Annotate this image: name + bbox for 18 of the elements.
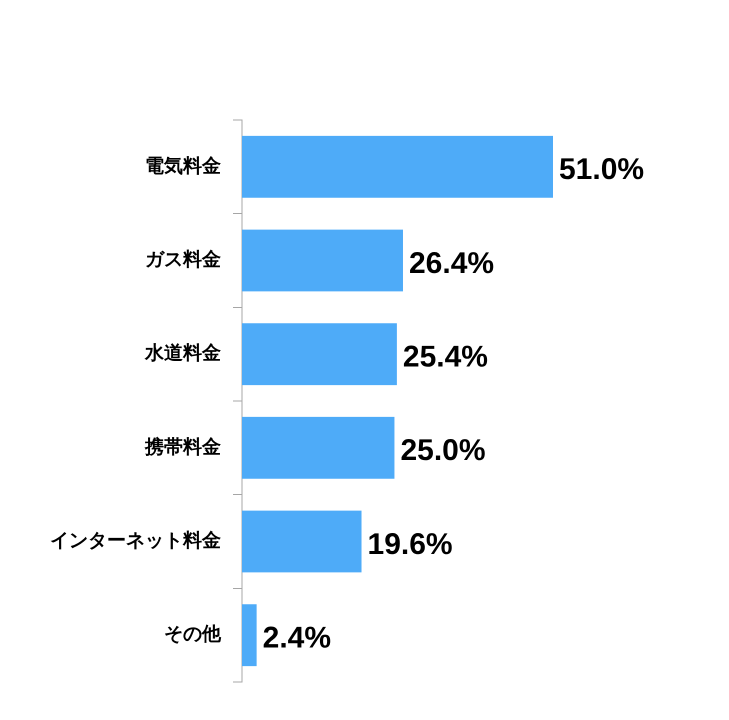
y-tick-label: 水道料金 — [144, 342, 221, 364]
y-tick-label: 電気料金 — [145, 154, 221, 177]
bar — [242, 136, 553, 198]
data-label: 51.0% — [559, 153, 644, 186]
bar — [242, 323, 397, 386]
bar — [242, 230, 403, 292]
bar — [242, 416, 394, 479]
y-tick-label: その他 — [164, 623, 222, 646]
data-label: 25.0% — [400, 434, 486, 468]
y-tick-label: インターネット料金 — [50, 529, 221, 552]
bar — [242, 604, 257, 666]
data-label: 2.4% — [262, 621, 332, 654]
data-label: 19.6% — [368, 528, 453, 561]
bar — [242, 510, 362, 572]
y-tick-label: ガス料金 — [145, 248, 221, 270]
data-label: 25.4% — [402, 340, 488, 374]
data-label: 26.4% — [408, 246, 494, 280]
y-tick-label: 携帯料金 — [144, 436, 221, 458]
